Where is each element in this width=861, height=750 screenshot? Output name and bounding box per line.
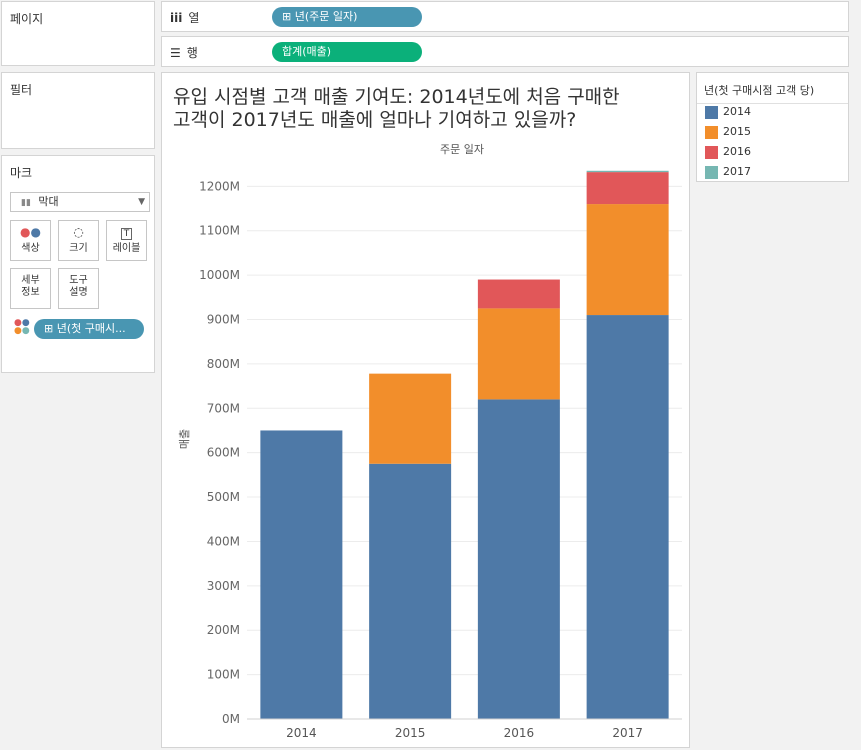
bar-2014-series-2014[interactable] — [260, 430, 343, 719]
x-axis-header: 주문 일자 — [440, 142, 484, 156]
rows-icon: ☰ — [170, 46, 181, 60]
bar-2015-series-2015[interactable] — [369, 373, 452, 464]
columns-pill[interactable]: ⊞ 년(주문 일자) — [272, 7, 422, 27]
legend-item-2016[interactable]: 2016 — [705, 144, 751, 160]
y-axis-label: 매출 — [178, 429, 191, 449]
legend-swatch — [705, 125, 718, 139]
size-icon: ◌ — [73, 225, 84, 239]
x-tick-label: 2014 — [286, 726, 317, 740]
filters-panel[interactable]: 필터 — [1, 72, 155, 149]
bar-2016-series-2015[interactable] — [477, 308, 560, 400]
marks-title: 마크 — [10, 166, 33, 180]
chart-pane: 유입 시점별 고객 매출 기여도: 2014년도에 처음 구매한 고객이 201… — [161, 72, 690, 748]
legend-swatch — [705, 145, 718, 159]
bar-chart-icon: ▮▮ — [21, 198, 31, 208]
text-label-icon: T — [107, 225, 146, 243]
y-tick-label: 800M — [207, 357, 240, 371]
tooltip-button[interactable]: 도구 설명 — [58, 268, 99, 309]
bar-2016-series-2016[interactable] — [477, 279, 560, 309]
y-tick-label: 600M — [207, 446, 240, 460]
y-tick-label: 0M — [222, 712, 240, 726]
chart-title-line1: 유입 시점별 고객 매출 기여도: 2014년도에 처음 구매한 — [173, 86, 620, 108]
color-icon: ●● — [20, 225, 41, 239]
bar-2017-series-2014[interactable] — [586, 315, 669, 719]
legend-title: 년(첫 구매시점 고객 당) — [704, 84, 815, 97]
detail-button[interactable]: 세부 정보 — [10, 268, 51, 309]
color-button[interactable]: ●● 색상 — [10, 220, 51, 261]
mark-type-dropdown[interactable]: ▮▮ 막대 ▼ — [10, 192, 150, 212]
columns-shelf[interactable]: iii 열 ⊞ 년(주문 일자) — [161, 1, 849, 32]
legend-item-2015[interactable]: 2015 — [705, 124, 751, 140]
pages-title: 페이지 — [10, 12, 44, 26]
bar-2017-series-2015[interactable] — [586, 204, 669, 316]
legend-item-2014[interactable]: 2014 — [705, 104, 751, 120]
rows-shelf[interactable]: ☰ 행 합계(매출) — [161, 36, 849, 67]
y-tick-label: 200M — [207, 623, 240, 637]
legend-swatch — [705, 165, 718, 179]
bar-2017-series-2016[interactable] — [586, 172, 669, 205]
legend-divider — [697, 103, 848, 104]
y-tick-label: 700M — [207, 401, 240, 415]
columns-icon: iii — [170, 11, 183, 25]
mark-type-value: 막대 — [38, 195, 59, 208]
y-tick-label: 1000M — [199, 268, 240, 282]
legend-item-2017[interactable]: 2017 — [705, 164, 751, 180]
x-tick-label: 2016 — [504, 726, 535, 740]
chart-title-line2: 고객이 2017년도 매출에 얼마나 기여하고 있을까? — [173, 109, 576, 131]
color-pill[interactable]: ⊞ 년(첫 구매시... — [34, 319, 144, 339]
marks-panel: 마크 ▮▮ 막대 ▼ ●● 색상 ◌ 크기 T 레이블 세부 정보 도구 설명 … — [1, 155, 155, 373]
chevron-down-icon: ▼ — [138, 197, 145, 207]
x-tick-label: 2015 — [395, 726, 426, 740]
bar-2016-series-2014[interactable] — [477, 399, 560, 719]
color-mark-icon: ●● ●● — [14, 318, 30, 336]
bar-2015-series-2014[interactable] — [369, 463, 452, 719]
y-tick-label: 500M — [207, 490, 240, 504]
rows-pill[interactable]: 합계(매출) — [272, 42, 422, 62]
y-tick-label: 900M — [207, 312, 240, 326]
legend-panel: 년(첫 구매시점 고객 당) 2014 2015 2016 2017 — [696, 72, 849, 182]
rows-shelf-label: ☰ 행 — [170, 46, 198, 60]
y-tick-label: 300M — [207, 579, 240, 593]
filters-title: 필터 — [10, 83, 33, 97]
y-tick-label: 1100M — [199, 224, 240, 238]
size-button[interactable]: ◌ 크기 — [58, 220, 99, 261]
bar-2017-series-2017[interactable] — [586, 170, 669, 173]
x-tick-label: 2017 — [612, 726, 643, 740]
chart-svg: 유입 시점별 고객 매출 기여도: 2014년도에 처음 구매한 고객이 201… — [173, 86, 682, 740]
legend-swatch — [705, 105, 718, 119]
y-tick-label: 1200M — [199, 179, 240, 193]
y-tick-label: 100M — [207, 668, 240, 682]
pages-panel[interactable]: 페이지 — [1, 1, 155, 66]
columns-shelf-label: iii 열 — [170, 11, 200, 25]
label-button[interactable]: T 레이블 — [106, 220, 147, 261]
y-tick-label: 400M — [207, 534, 240, 548]
